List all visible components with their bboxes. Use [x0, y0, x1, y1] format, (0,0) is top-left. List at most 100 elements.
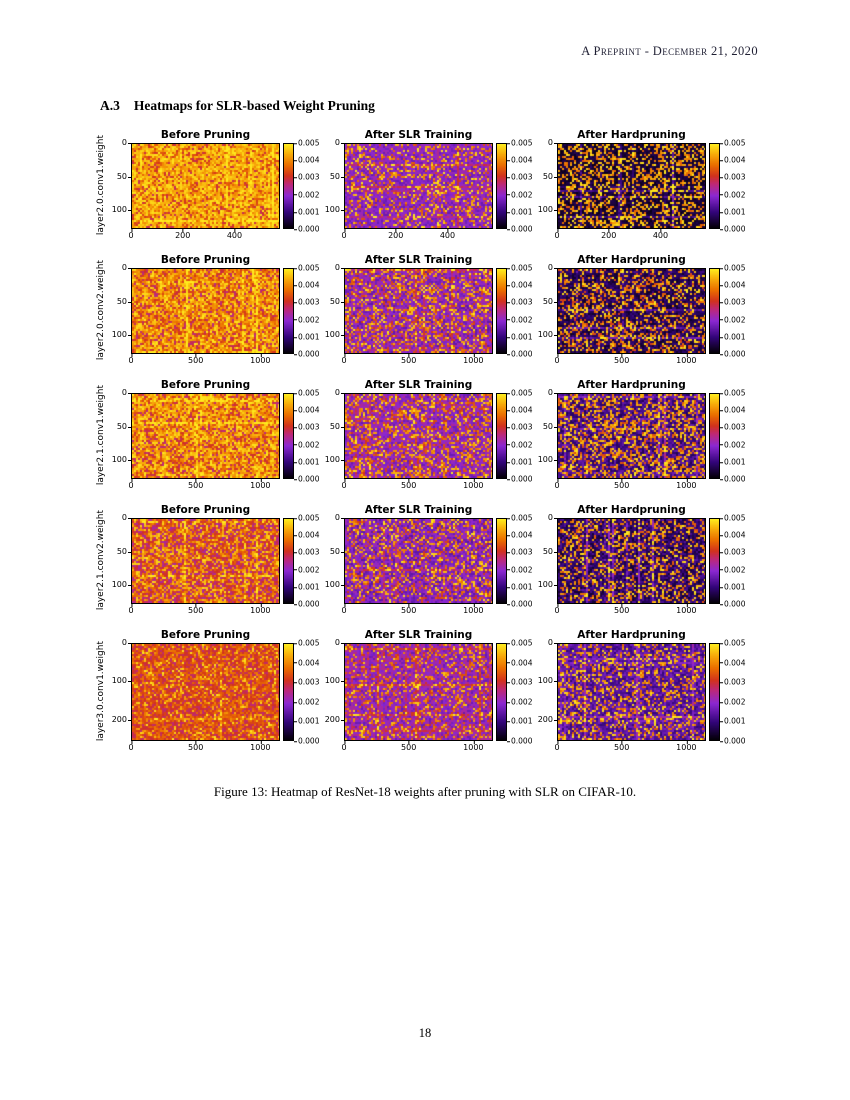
x-tick-label: 1000	[250, 741, 271, 752]
colorbar-tick-label: 0.004	[506, 155, 533, 165]
colorbar	[283, 518, 294, 604]
colorbar-tick-label: 0.003	[719, 172, 746, 182]
colorbar-tick-labels: 0.005 0.004 0.003 0.002 0.001 0.000	[719, 264, 748, 357]
colorbar-tick-labels: 0.005 0.004 0.003 0.002 0.001 0.000	[719, 139, 748, 232]
colorbar-tick-label: 0.005	[719, 263, 746, 273]
x-tick-label: 1000	[676, 479, 697, 490]
x-tick-label: 1000	[463, 479, 484, 490]
y-axis-tick-labels: 0 50 100	[322, 389, 345, 479]
colorbar-tick-label: 0.000	[506, 736, 533, 746]
y-tick-label: 0	[334, 513, 345, 522]
x-axis-tick-labels: 0 500 1000	[554, 604, 706, 617]
x-tick-label: 0	[341, 229, 347, 240]
colorbar-tick-label: 0.005	[506, 638, 533, 648]
y-tick-label: 50	[116, 171, 132, 181]
colorbar	[709, 643, 720, 741]
colorbar-tick-label: 0.000	[506, 474, 533, 484]
x-axis-tick-labels: 0 500 1000	[554, 741, 706, 754]
colorbar-tick-label: 0.004	[506, 280, 533, 290]
y-axis-tick-labels: 0 100 200	[109, 639, 132, 741]
colorbar-tick-label: 0.005	[506, 263, 533, 273]
x-axis-tick-labels: 0 500 1000	[128, 354, 280, 367]
y-tick-label: 100	[537, 580, 558, 590]
colorbar-tick-label: 0.000	[293, 474, 320, 484]
figure-row-layer2.0.conv1.weight: layer2.0.conv1.weight Before Pruning 0 50 10…	[92, 128, 762, 242]
colorbar-tick-label: 0.001	[293, 457, 320, 467]
heatmap-canvas	[557, 143, 706, 229]
y-tick-label: 100	[111, 580, 132, 590]
x-axis-tick-labels: 0 500 1000	[554, 354, 706, 367]
colorbar-tick-label: 0.003	[719, 297, 746, 307]
colorbar-tick-label: 0.003	[506, 297, 533, 307]
panel-title: After Hardpruning	[577, 379, 686, 391]
colorbar	[709, 393, 720, 479]
colorbar-tick-label: 0.004	[719, 657, 746, 667]
row-layer-label: layer2.0.conv1.weight	[92, 128, 109, 242]
heatmap-canvas	[131, 268, 280, 354]
y-tick-label: 200	[537, 714, 558, 724]
heatmap-canvas	[344, 143, 493, 229]
colorbar-tick-label: 0.000	[506, 224, 533, 234]
panel-title: Before Pruning	[160, 504, 251, 516]
y-tick-label: 100	[324, 330, 345, 340]
colorbar-tick-label: 0.005	[506, 388, 533, 398]
colorbar	[496, 393, 507, 479]
colorbar-tick-label: 0.003	[506, 172, 533, 182]
colorbar-tick-labels: 0.005 0.004 0.003 0.002 0.001 0.000	[293, 639, 322, 744]
row-layer-label-text: layer3.0.conv1.weight	[95, 640, 106, 742]
x-tick-label: 500	[401, 479, 417, 490]
y-tick-label: 0	[334, 388, 345, 397]
y-tick-label: 0	[334, 138, 345, 147]
panel-title: After Hardpruning	[577, 504, 686, 516]
y-axis-tick-labels: 0 50 100	[109, 514, 132, 604]
panel-title: After Hardpruning	[577, 254, 686, 266]
colorbar-tick-label: 0.001	[719, 332, 746, 342]
colorbar	[496, 518, 507, 604]
colorbar-tick-label: 0.001	[719, 457, 746, 467]
panel-title: Before Pruning	[160, 629, 251, 641]
y-axis-tick-labels: 0 50 100	[109, 389, 132, 479]
y-tick-label: 50	[116, 421, 132, 431]
x-axis-tick-labels: 0 500 1000	[341, 604, 493, 617]
colorbar-tick-label: 0.004	[293, 405, 320, 415]
row-layer-label: layer2.1.conv1.weight	[92, 378, 109, 492]
heatmap-panel-layer2.0.conv2.weight-hard: After Hardpruning 0 50 100 0.005 0.004 0.003 0.…	[535, 253, 748, 367]
section-number: A.3	[100, 98, 120, 113]
y-tick-label: 50	[329, 296, 345, 306]
colorbar-tick-label: 0.003	[506, 677, 533, 687]
colorbar-tick-label: 0.000	[719, 599, 746, 609]
figure-13-heatmap-grid: layer2.0.conv1.weight Before Pruning 0 50 10…	[92, 128, 762, 765]
row-layer-label-text: layer2.1.conv1.weight	[95, 384, 106, 486]
row-layer-label: layer2.0.conv2.weight	[92, 253, 109, 367]
y-tick-label: 0	[121, 138, 132, 147]
colorbar-tick-label: 0.004	[719, 530, 746, 540]
y-tick-label: 0	[547, 638, 558, 647]
row-layer-label-text: layer2.0.conv1.weight	[95, 134, 106, 236]
x-tick-label: 1000	[463, 741, 484, 752]
x-axis-tick-labels: 0 500 1000	[341, 479, 493, 492]
y-tick-label: 100	[111, 205, 132, 215]
y-tick-label: 100	[111, 455, 132, 465]
colorbar-tick-label: 0.002	[506, 439, 533, 449]
colorbar-tick-labels: 0.005 0.004 0.003 0.002 0.001 0.000	[506, 389, 535, 482]
y-axis-tick-labels: 0 50 100	[322, 139, 345, 229]
colorbar-tick-label: 0.002	[293, 564, 320, 574]
colorbar-tick-label: 0.000	[719, 736, 746, 746]
figure-row-layer3.0.conv1.weight: layer3.0.conv1.weight Before Pruning 0 100 2…	[92, 628, 762, 754]
x-tick-label: 0	[554, 741, 560, 752]
y-tick-label: 50	[542, 171, 558, 181]
colorbar-tick-label: 0.000	[293, 599, 320, 609]
y-tick-label: 50	[542, 546, 558, 556]
colorbar-tick-label: 0.002	[293, 189, 320, 199]
colorbar-tick-label: 0.000	[293, 224, 320, 234]
x-tick-label: 0	[128, 604, 134, 615]
colorbar-tick-label: 0.002	[719, 439, 746, 449]
heatmap-panel-layer2.0.conv2.weight-before: Before Pruning 0 50 100 0.005 0.004 0.003 0.002…	[109, 253, 322, 367]
panel-title: Before Pruning	[160, 129, 251, 141]
colorbar-tick-label: 0.001	[506, 457, 533, 467]
heatmap-panel-layer2.1.conv1.weight-slr: After SLR Training 0 50 100 0.005 0.004 0.003 0…	[322, 378, 535, 492]
x-tick-label: 500	[614, 741, 630, 752]
colorbar-tick-labels: 0.005 0.004 0.003 0.002 0.001 0.000	[719, 389, 748, 482]
colorbar	[283, 143, 294, 229]
